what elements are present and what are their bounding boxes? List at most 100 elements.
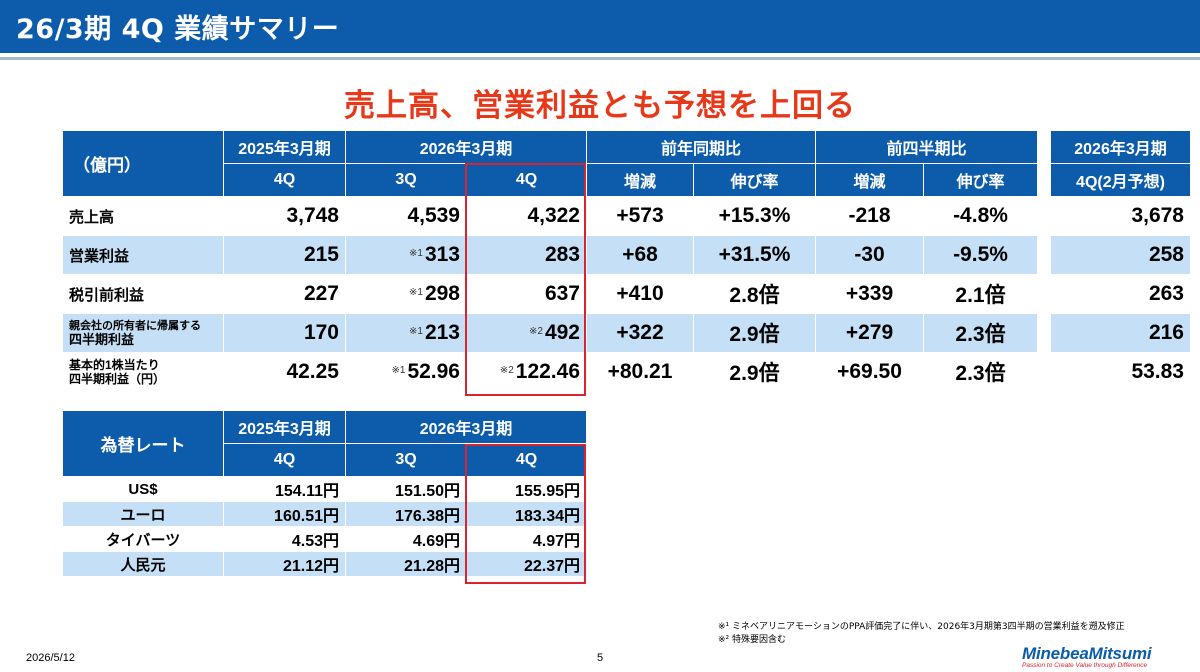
cell-yoy-rate: 2.9倍 [693, 313, 816, 353]
cell-fy26-3q: ※1213 [345, 313, 467, 353]
fx-cell-fy26-4q: 183.34円 [466, 501, 587, 527]
cell-qoq-diff: +279 [815, 313, 924, 353]
fx-currency: US$ [62, 476, 224, 502]
fx-currency: タイバーツ [62, 526, 224, 552]
cell-yoy-rate: 2.8倍 [693, 274, 816, 314]
column-gap [1037, 196, 1051, 236]
cell-qoq-diff: -218 [815, 196, 924, 236]
results-header-row: （億円） 2025年3月期 2026年3月期 前年同期比 前四半期比 2026年… [62, 130, 1191, 197]
header-fy25: 2025年3月期 [223, 130, 346, 164]
subheader-yoy-diff: 増減 [586, 163, 694, 197]
cell-fy25-4q: 215 [223, 235, 346, 275]
cell-fy25-4q: 3,748 [223, 196, 346, 236]
cell-yoy-rate: +31.5% [693, 235, 816, 275]
cell-yoy-rate: 2.9倍 [693, 352, 816, 392]
table-row: タイバーツ 4.53円 4.69円 4.97円 [62, 526, 587, 552]
row-label: 親会社の所有者に帰属する 四半期利益 [62, 313, 224, 353]
cell-qoq-rate: -9.5% [923, 235, 1038, 275]
cell-forecast: 53.83 [1050, 352, 1191, 392]
fx-cell-fy25-4q: 21.12円 [223, 551, 346, 577]
column-gap [1037, 352, 1051, 392]
cell-fy26-4q: ※2122.46 [466, 352, 587, 392]
fx-cell-fy26-3q: 151.50円 [345, 476, 467, 502]
results-table: （億円） 2025年3月期 2026年3月期 前年同期比 前四半期比 2026年… [62, 130, 1191, 392]
company-logo: MinebeaMitsumi Passion to Create Value t… [1022, 644, 1194, 672]
cell-fy26-3q: ※1313 [345, 235, 467, 275]
column-gap [1037, 130, 1051, 197]
fx-header-fy25: 2025年3月期 [223, 410, 346, 444]
cell-fy26-3q: 4,539 [345, 196, 467, 236]
page-number: 5 [597, 652, 604, 664]
cell-forecast: 3,678 [1050, 196, 1191, 236]
cell-yoy-diff: +322 [586, 313, 694, 353]
row-label: 税引前利益 [62, 274, 224, 314]
row-label: 基本的1株当たり 四半期利益（円） [62, 352, 224, 392]
title-divider [0, 57, 1200, 60]
fx-cell-fy25-4q: 160.51円 [223, 501, 346, 527]
logo-tagline: Passion to Create Value through Differen… [1022, 662, 1148, 669]
cell-yoy-rate: +15.3% [693, 196, 816, 236]
column-gap [1037, 274, 1051, 314]
fx-currency: 人民元 [62, 551, 224, 577]
fx-rate-table: 為替レート 2025年3月期 2026年3月期 4Q 3Q 4Q US$ 154… [62, 410, 587, 577]
unit-label: （億円） [62, 130, 224, 197]
table-row: 売上高 3,748 4,539 4,322 +573 +15.3% -218 -… [62, 196, 1191, 236]
fx-header-fy26: 2026年3月期 [345, 410, 587, 444]
subheader-fy25-4q: 4Q [223, 163, 346, 197]
cell-fy26-3q: ※152.96 [345, 352, 467, 392]
fx-currency: ユーロ [62, 501, 224, 527]
results-subheader-row: 4Q 3Q 4Q 増減 伸び率 増減 伸び率 4Q(2月予想) [63, 163, 1191, 197]
page-title: 26/3期 4Q 業績サマリー [16, 14, 340, 45]
cell-yoy-diff: +80.21 [586, 352, 694, 392]
fx-cell-fy26-4q: 155.95円 [466, 476, 587, 502]
fx-label: 為替レート [62, 410, 224, 477]
fx-cell-fy26-3q: 176.38円 [345, 501, 467, 527]
column-gap [1037, 235, 1051, 275]
fx-cell-fy25-4q: 154.11円 [223, 476, 346, 502]
table-row: 人民元 21.12円 21.28円 22.37円 [62, 551, 587, 577]
cell-fy26-4q: 637 [466, 274, 587, 314]
cell-qoq-rate: 2.1倍 [923, 274, 1038, 314]
cell-fy26-4q: ※2492 [466, 313, 587, 353]
cell-yoy-diff: +573 [586, 196, 694, 236]
subheader-yoy-rate: 伸び率 [693, 163, 816, 197]
subheader-qoq-rate: 伸び率 [923, 163, 1038, 197]
logo-name: MinebeaMitsumi [1022, 644, 1152, 663]
cell-fy26-4q: 4,322 [466, 196, 587, 236]
fx-cell-fy26-4q: 4.97円 [466, 526, 587, 552]
headline: 売上高、営業利益とも予想を上回る [344, 88, 856, 124]
title-bar: 26/3期 4Q 業績サマリー [0, 0, 1200, 53]
header-fy26: 2026年3月期 [345, 130, 587, 164]
cell-forecast: 258 [1050, 235, 1191, 275]
cell-fy25-4q: 170 [223, 313, 346, 353]
fx-cell-fy26-4q: 22.37円 [466, 551, 587, 577]
fx-subheader-fy26-3q: 3Q [345, 443, 467, 477]
subheader-qoq-diff: 増減 [815, 163, 924, 197]
footnote-2: ※² 特殊要因含む [718, 635, 787, 645]
cell-yoy-diff: +410 [586, 274, 694, 314]
subheader-fy26-3q: 3Q [345, 163, 467, 197]
header-forecast: 2026年3月期 [1050, 130, 1191, 164]
cell-forecast: 216 [1050, 313, 1191, 353]
cell-qoq-diff: -30 [815, 235, 924, 275]
header-qoq: 前四半期比 [815, 130, 1038, 164]
cell-fy26-4q: 283 [466, 235, 587, 275]
cell-qoq-rate: 2.3倍 [923, 352, 1038, 392]
table-row: 基本的1株当たり 四半期利益（円） 42.25 ※152.96 ※2122.46 … [62, 352, 1191, 392]
cell-forecast: 263 [1050, 274, 1191, 314]
table-row: 親会社の所有者に帰属する 四半期利益 170 ※1213 ※2492 +322 2… [62, 313, 1191, 353]
header-yoy: 前年同期比 [586, 130, 816, 164]
column-gap [1037, 313, 1051, 353]
subheader-forecast: 4Q(2月予想) [1050, 163, 1191, 197]
subheader-fy26-4q: 4Q [466, 163, 587, 197]
fx-header-row: 為替レート 2025年3月期 2026年3月期 [62, 410, 587, 477]
row-label: 営業利益 [62, 235, 224, 275]
cell-fy25-4q: 42.25 [223, 352, 346, 392]
row-label: 売上高 [62, 196, 224, 236]
cell-qoq-rate: 2.3倍 [923, 313, 1038, 353]
fx-subheader-fy25-4q: 4Q [223, 443, 346, 477]
table-row: 営業利益 215 ※1313 283 +68 +31.5% -30 -9.5% … [62, 235, 1191, 275]
fx-cell-fy26-3q: 4.69円 [345, 526, 467, 552]
table-row: 税引前利益 227 ※1298 637 +410 2.8倍 +339 2.1倍 … [62, 274, 1191, 314]
cell-yoy-diff: +68 [586, 235, 694, 275]
